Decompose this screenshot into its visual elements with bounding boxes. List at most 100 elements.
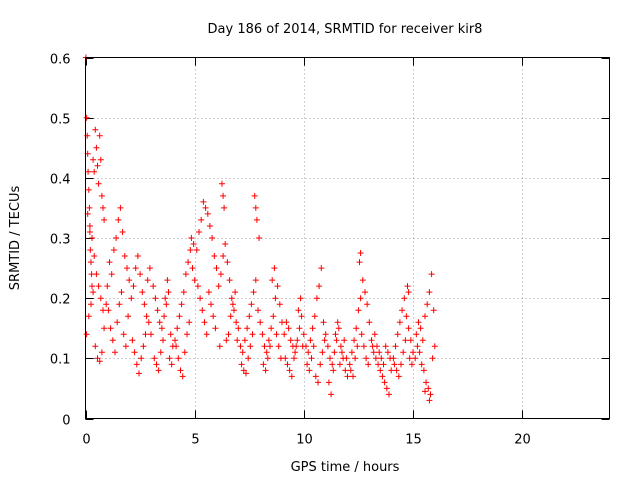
data-point: [288, 373, 295, 380]
data-point: [356, 259, 363, 266]
data-point: [393, 367, 400, 374]
data-point: [210, 313, 217, 320]
data-point: [342, 367, 349, 374]
data-point: [305, 349, 312, 356]
data-point: [235, 325, 242, 332]
data-point: [89, 235, 95, 241]
data-point: [422, 313, 428, 320]
data-point: [193, 247, 200, 253]
data-point: [343, 355, 350, 362]
data-point: [388, 367, 395, 374]
data-point: [249, 331, 256, 338]
data-point: [213, 265, 220, 272]
data-point: [110, 247, 117, 253]
data-point: [244, 325, 251, 332]
data-point: [380, 361, 387, 368]
data-point: [184, 331, 190, 338]
data-point: [333, 337, 340, 344]
data-point: [109, 337, 116, 344]
data-point: [92, 126, 99, 133]
data-point: [136, 370, 142, 377]
data-point: [312, 373, 319, 380]
data-point: [274, 283, 281, 290]
data-point: [88, 301, 94, 308]
data-point: [122, 343, 129, 350]
data-point: [410, 349, 416, 356]
data-point: [405, 289, 412, 296]
data-point: [229, 301, 236, 308]
data-point: [417, 325, 424, 332]
data-point: [211, 253, 218, 259]
data-point: [114, 319, 121, 326]
data-point: [422, 388, 428, 395]
data-point: [256, 235, 263, 241]
data-point: [304, 361, 311, 368]
data-point: [223, 337, 230, 344]
data-point: [427, 391, 434, 398]
data-point: [112, 349, 118, 356]
data-point: [226, 277, 233, 284]
data-point: [355, 307, 362, 314]
y-tick-label: 0.3: [50, 233, 71, 248]
data-point: [130, 283, 137, 290]
data-point: [101, 325, 108, 332]
data-point: [90, 289, 97, 296]
data-point: [97, 295, 104, 302]
data-point: [131, 349, 138, 356]
data-point: [419, 337, 426, 344]
data-point: [86, 223, 93, 229]
data-point: [364, 301, 371, 308]
data-point: [404, 283, 411, 290]
data-point: [245, 355, 252, 362]
data-point: [250, 289, 257, 296]
data-point: [401, 295, 408, 302]
data-point: [198, 216, 205, 223]
data-point: [272, 295, 279, 302]
data-point: [322, 331, 329, 338]
data-point: [105, 307, 112, 314]
data-point: [386, 391, 392, 398]
data-point: [320, 319, 327, 326]
data-point: [359, 277, 366, 284]
data-point: [399, 307, 406, 314]
data-point: [97, 156, 104, 163]
data-point: [209, 235, 216, 241]
data-point: [143, 313, 150, 320]
data-point: [148, 331, 154, 338]
data-point: [273, 331, 280, 338]
data-point: [216, 343, 223, 350]
data-point: [150, 283, 157, 290]
data-point: [285, 325, 292, 332]
data-point: [162, 295, 169, 302]
data-point: [395, 373, 402, 380]
data-points: [82, 54, 438, 404]
data-point: [144, 277, 151, 284]
data-point: [168, 361, 175, 368]
data-point: [196, 229, 202, 235]
data-point: [414, 343, 421, 350]
data-point: [295, 307, 302, 314]
data-point: [402, 337, 409, 344]
data-point: [189, 265, 196, 272]
data-point: [246, 313, 253, 320]
data-point: [96, 132, 103, 139]
data-point: [153, 361, 160, 368]
y-axis-label: SRMTID / TECUs: [8, 186, 23, 291]
y-tick-label: 0: [62, 414, 70, 429]
data-point: [363, 355, 370, 362]
data-point: [219, 180, 225, 187]
data-point: [156, 319, 163, 326]
data-point: [267, 343, 273, 350]
data-point: [325, 379, 332, 386]
data-point: [309, 325, 316, 332]
data-point: [257, 319, 264, 326]
data-point: [221, 204, 228, 211]
data-point: [104, 283, 111, 290]
data-point: [106, 259, 113, 266]
data-point: [329, 361, 336, 368]
data-point: [174, 325, 181, 332]
data-point: [365, 361, 372, 368]
data-point: [415, 319, 422, 326]
data-point: [313, 295, 320, 302]
x-tick-label: 10: [296, 433, 313, 448]
